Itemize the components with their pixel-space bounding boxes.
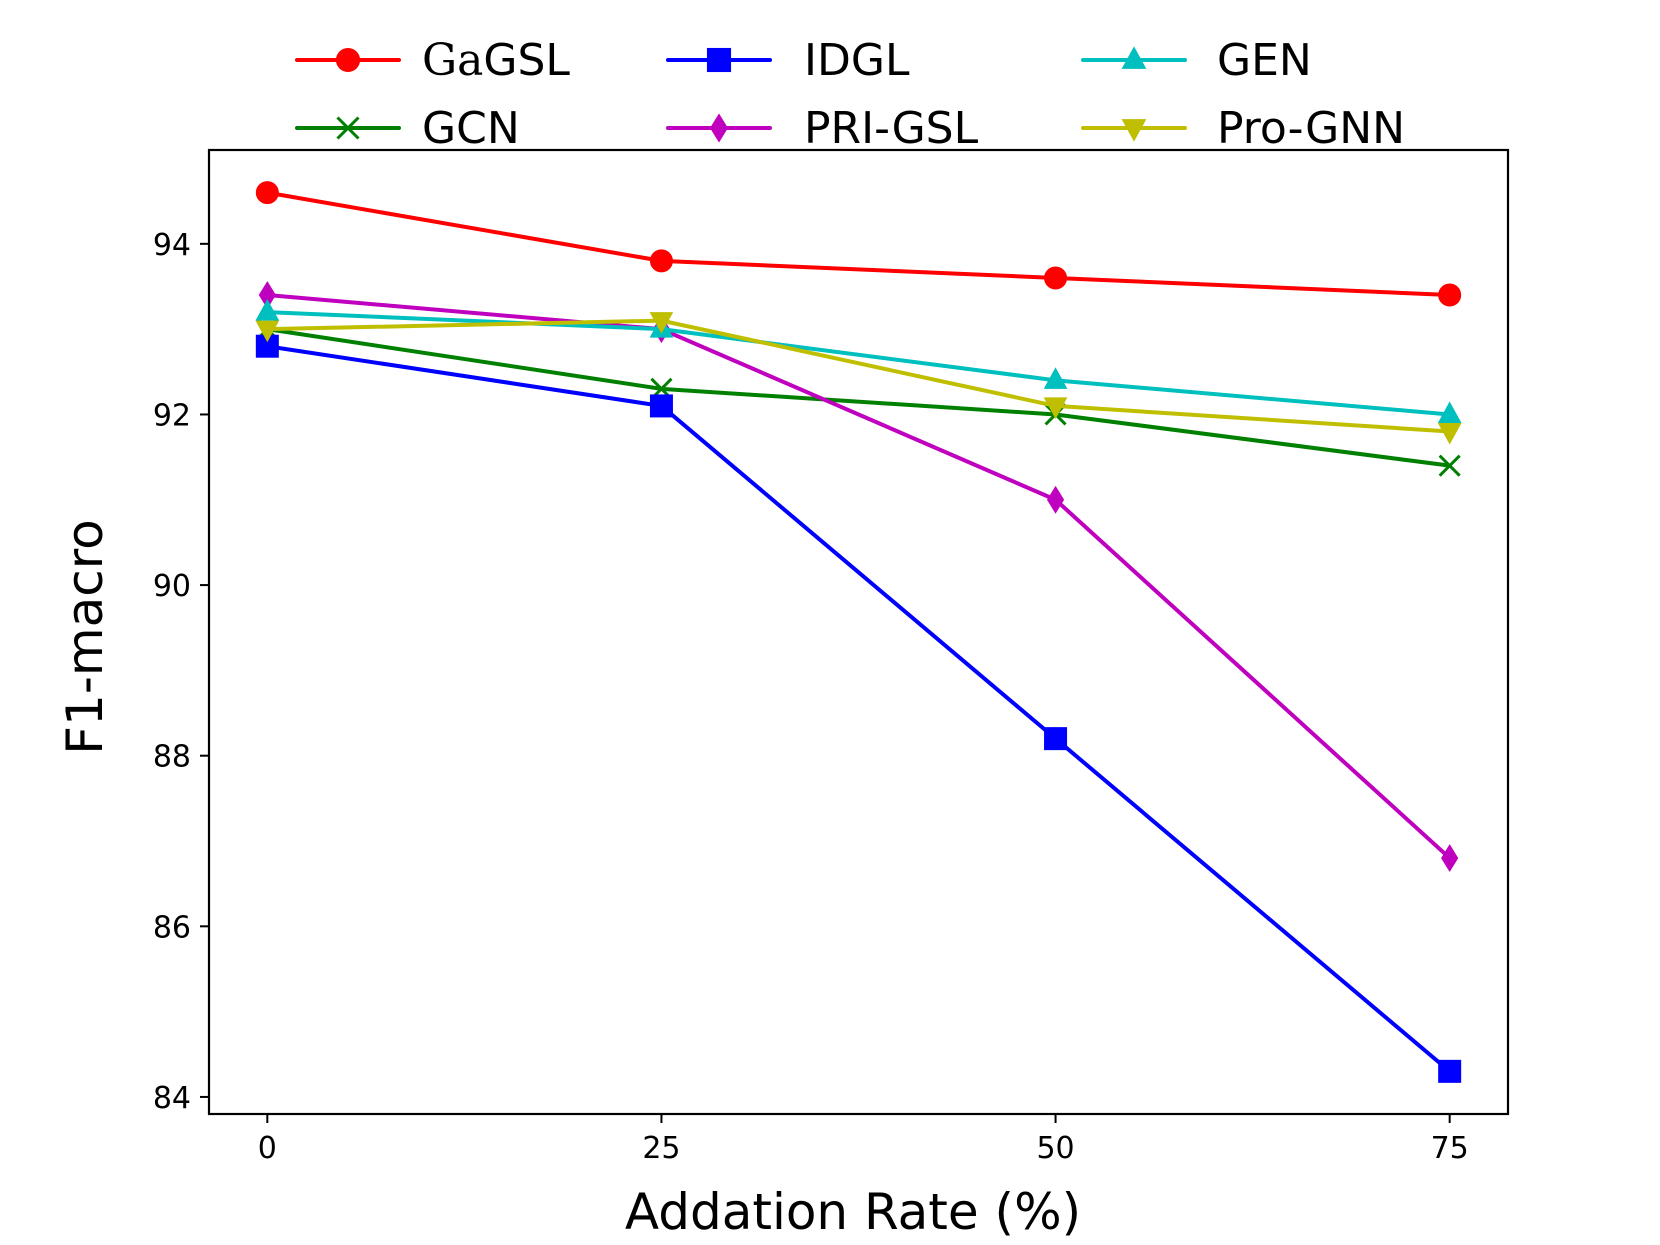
y-tick-label-86: 86 (153, 910, 191, 945)
data-point-idgl-50 (1044, 727, 1068, 751)
series-pro-gnn (255, 312, 1462, 445)
axes-layer: 0 25 50 75 84 86 88 90 92 94 (153, 148, 1510, 1166)
data-point-gen-50 (1043, 367, 1068, 389)
series-line-gcn (265, 327, 1452, 468)
series-line-pro-gnn (265, 318, 1452, 434)
legend: GaGSL GCN IDGL PRI-GSL GEN Pro-GNN (295, 35, 1405, 154)
legend-marker-gcn (336, 116, 360, 140)
x-tick-label-25: 25 (642, 1131, 680, 1166)
y-tick-label-92: 92 (153, 398, 191, 433)
data-point-pro-gnn-75 (1437, 423, 1462, 445)
plot-layer (255, 181, 1462, 1083)
legend-marker-gagsl (335, 47, 361, 73)
x-tick-label-75: 75 (1431, 1131, 1469, 1166)
series-idgl (255, 334, 1462, 1083)
x-tick-label-0: 0 (258, 1131, 277, 1166)
data-point-gagsl-50 (1044, 266, 1068, 290)
series-gcn (256, 318, 1461, 477)
x-tick-label-50: 50 (1036, 1131, 1074, 1166)
series-gagsl (255, 181, 1462, 307)
series-line-gen (265, 310, 1452, 417)
legend-label-idgl: IDGL (804, 35, 910, 86)
data-point-idgl-25 (649, 394, 673, 418)
legend-marker-pri-gsl (710, 113, 728, 143)
y-tick-label-90: 90 (153, 569, 191, 604)
legend-marker-gen (1121, 46, 1147, 69)
data-point-gcn-75 (1438, 454, 1461, 477)
series-line-idgl (265, 344, 1452, 1074)
series-line-pri-gsl (265, 293, 1452, 861)
data-point-pro-gnn-0 (255, 320, 280, 343)
data-point-gagsl-25 (649, 249, 673, 273)
data-point-gen-75 (1437, 401, 1462, 423)
legend-marker-pro-gnn (1121, 119, 1147, 142)
x-axis-label: Addation Rate (%) (625, 1183, 1081, 1241)
y-tick-label-84: 84 (153, 1081, 191, 1116)
y-axis-label: F1-macro (56, 519, 114, 755)
data-point-pri-gsl-50 (1046, 485, 1065, 514)
legend-item-gagsl: GaGSL (295, 35, 570, 86)
legend-label-pri-gsl: PRI-GSL (804, 103, 979, 154)
legend-label-gagsl: GaGSL (422, 35, 570, 86)
plot-frame (207, 148, 1510, 1116)
data-point-gen-0 (255, 299, 280, 321)
legend-item-pri-gsl: PRI-GSL (666, 103, 979, 154)
data-point-pro-gnn-50 (1043, 397, 1068, 419)
legend-marker-idgl (706, 47, 732, 73)
y-tick-label-94: 94 (153, 228, 191, 263)
series-line-gagsl (265, 190, 1452, 298)
data-point-pri-gsl-75 (1441, 844, 1459, 873)
data-point-gagsl-0 (255, 181, 279, 205)
data-point-gagsl-75 (1438, 283, 1462, 307)
legend-label-gen: GEN (1217, 35, 1312, 86)
legend-item-gen: GEN (1081, 35, 1312, 86)
legend-label-gcn: GCN (422, 103, 520, 154)
data-point-pro-gnn-25 (649, 312, 674, 334)
legend-item-gcn: GCN (295, 103, 520, 154)
legend-item-idgl: IDGL (666, 35, 910, 86)
data-point-idgl-75 (1438, 1059, 1462, 1083)
y-tick-label-88: 88 (153, 740, 191, 775)
legend-item-pro-gnn: Pro-GNN (1081, 103, 1405, 154)
legend-label-pro-gnn: Pro-GNN (1217, 103, 1405, 154)
